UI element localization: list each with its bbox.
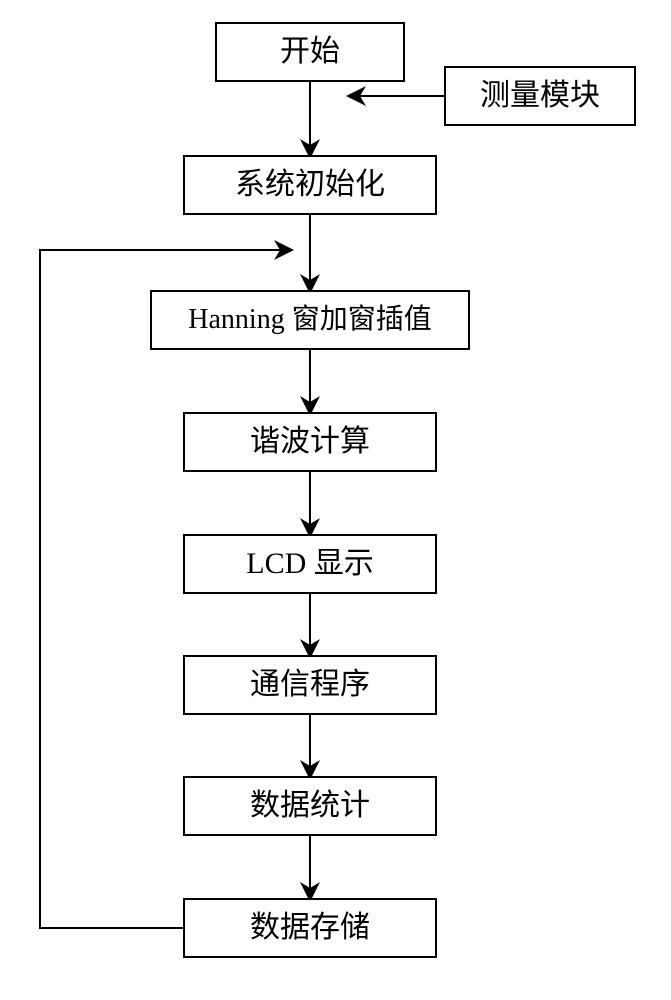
node-label: 数据存储: [250, 910, 370, 946]
node-label: 测量模块: [480, 78, 600, 114]
node-hanning: Hanning 窗加窗插值: [150, 290, 470, 350]
node-label: 通信程序: [250, 667, 370, 703]
node-start: 开始: [215, 22, 405, 82]
node-label: Hanning 窗加窗插值: [188, 303, 431, 337]
node-stat: 数据统计: [183, 776, 437, 836]
edges-layer: [0, 0, 671, 1000]
node-label: 谐波计算: [250, 424, 370, 460]
node-comm: 通信程序: [183, 655, 437, 715]
node-harm: 谐波计算: [183, 412, 437, 472]
node-label: 系统初始化: [235, 167, 385, 203]
node-label: 数据统计: [250, 788, 370, 824]
node-measure: 测量模块: [444, 66, 636, 126]
node-init: 系统初始化: [183, 155, 437, 215]
node-label: LCD 显示: [246, 546, 374, 582]
flowchart-canvas: 开始测量模块系统初始化 Hanning 窗加窗插值谐波计算 LCD 显示通信程序数据…: [0, 0, 671, 1000]
node-label: 开始: [280, 34, 340, 70]
node-store: 数据存储: [183, 898, 437, 958]
node-lcd: LCD 显示: [183, 534, 437, 594]
